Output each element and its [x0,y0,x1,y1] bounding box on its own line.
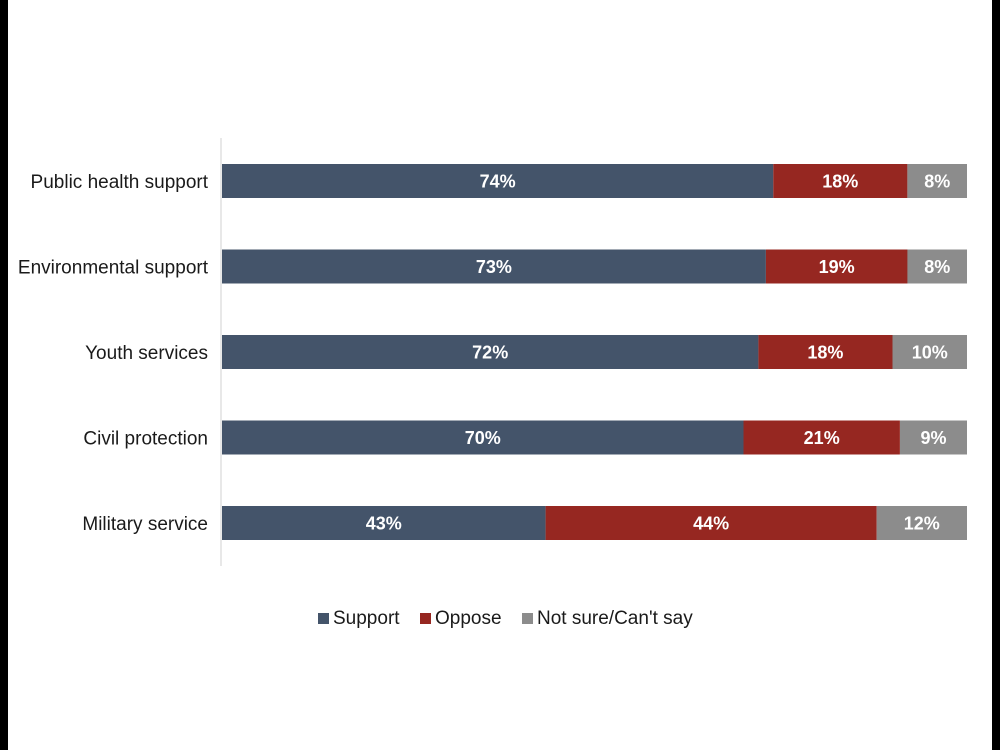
data-label-not-sure-can-t-say-youth-services: 10% [912,343,948,363]
data-label-support-military-service: 43% [366,514,402,534]
legend-label-not-sure-can-t-say: Not sure/Can't say [537,608,693,629]
bar-not-sure-can-t-say-civil-protection [900,420,967,455]
category-label-public-health-support: Public health support [31,172,209,193]
data-label-oppose-military-service: 44% [693,514,729,534]
legend-swatch-not-sure-can-t-say [522,613,533,624]
bar-support-youth-services [222,335,759,369]
bar-not-sure-can-t-say-youth-services [892,335,967,369]
bar-oppose-environmental-support [765,249,908,284]
bar-oppose-youth-services [758,335,893,369]
bar-oppose-civil-protection [743,420,900,455]
category-label-youth-services: Youth services [85,343,208,364]
category-label-military-service: Military service [82,514,208,535]
data-label-not-sure-can-t-say-military-service: 12% [904,514,940,534]
bar-support-civil-protection [222,420,744,455]
legend-swatch-oppose [420,613,431,624]
data-label-not-sure-can-t-say-civil-protection: 9% [920,428,946,448]
bar-not-sure-can-t-say-public-health-support [907,164,967,198]
stacked-bar-chart: Public health support 74% 18% 8% Environment… [18,138,967,629]
data-label-oppose-public-health-support: 18% [822,172,858,192]
chart-frame: Public health support 74% 18% 8% Environment… [8,0,992,750]
bar-support-military-service [222,506,546,540]
data-label-oppose-civil-protection: 21% [804,428,840,448]
bar-oppose-public-health-support [773,164,908,198]
data-label-support-civil-protection: 70% [465,428,501,448]
category-label-environmental-support: Environmental support [18,258,209,279]
bar-oppose-military-service [545,506,877,540]
legend-label-oppose: Oppose [435,608,502,629]
data-label-support-public-health-support: 74% [480,172,516,192]
legend: Support Oppose Not sure/Can't say [318,608,693,629]
bar-not-sure-can-t-say-military-service [876,506,967,540]
legend-label-support: Support [333,608,400,629]
data-label-oppose-environmental-support: 19% [819,257,855,277]
legend-swatch-support [318,613,329,624]
data-label-not-sure-can-t-say-public-health-support: 8% [924,172,950,192]
data-label-support-youth-services: 72% [472,343,508,363]
data-label-not-sure-can-t-say-environmental-support: 8% [924,257,950,277]
category-label-civil-protection: Civil protection [83,429,208,450]
bar-not-sure-can-t-say-environmental-support [907,249,967,284]
bar-support-public-health-support [222,164,774,198]
bar-support-environmental-support [222,249,766,284]
data-label-support-environmental-support: 73% [476,257,512,277]
bars-group: Public health support 74% 18% 8% Environment… [18,164,967,540]
data-label-oppose-youth-services: 18% [807,343,843,363]
